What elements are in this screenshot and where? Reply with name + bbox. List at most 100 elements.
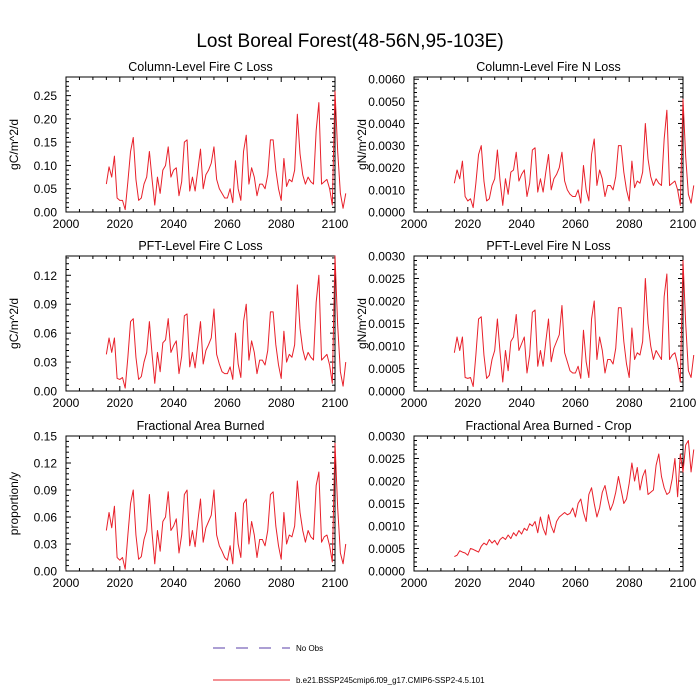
legend-label-model: b.e21.BSSP245cmip6.f09_g17.CMIP6-SSP2-4.… xyxy=(296,676,485,685)
series-line-1 xyxy=(453,260,695,387)
x-tick-label: 2060 xyxy=(562,396,589,410)
panel-4: 2000 2020 2040 2060 2080 2100 0.0000 0.0005 0.00… xyxy=(355,239,697,410)
x-tick-label: 2060 xyxy=(214,217,241,231)
y-tick-label: 0.0000 xyxy=(368,385,405,399)
y-tick-label: 0.0005 xyxy=(368,362,405,376)
series-line-1 xyxy=(453,98,695,209)
figure-title: Lost Boreal Forest(48-56N,95-103E) xyxy=(196,31,503,52)
x-tick-label: 2000 xyxy=(53,396,80,410)
y-tick-label: 0.0025 xyxy=(368,452,405,466)
panel-1: 2000 2020 2040 2060 2080 2100 0.00 0.05 0.10 0.15… xyxy=(7,60,349,231)
x-tick-label: 2100 xyxy=(322,396,349,410)
x-tick-label: 2100 xyxy=(322,576,349,590)
x-tick-label: 2080 xyxy=(268,396,295,410)
y-axis-label: gN/m^2/d xyxy=(355,119,369,170)
x-tick-label: 2100 xyxy=(670,396,697,410)
x-tick-label: 2040 xyxy=(508,217,535,231)
y-tick-label: 0.0000 xyxy=(368,206,405,220)
y-tick-label: 0.0040 xyxy=(368,117,405,131)
y-tick-label: 0.0015 xyxy=(368,317,405,331)
panel-title: Fractional Area Burned - Crop xyxy=(465,419,631,433)
y-tick-label: 0.0000 xyxy=(368,565,405,579)
x-tick-label: 2040 xyxy=(160,396,187,410)
y-tick-label: 0.09 xyxy=(34,298,58,312)
panel-title: PFT-Level Fire C Loss xyxy=(138,239,262,253)
y-tick-label: 0.12 xyxy=(34,269,58,283)
y-tick-label: 0.09 xyxy=(34,484,58,498)
y-axis-label: gC/m^2/d xyxy=(7,119,21,170)
y-tick-label: 0.0030 xyxy=(368,430,405,444)
panel-3: 2000 2020 2040 2060 2080 2100 0.00 0.03 0.06 0.09… xyxy=(7,239,349,410)
y-tick-label: 0.0050 xyxy=(368,95,405,109)
y-axis-label: proportion/y xyxy=(7,472,21,535)
x-tick-label: 2040 xyxy=(160,576,187,590)
x-tick-label: 2020 xyxy=(454,396,481,410)
x-tick-label: 2020 xyxy=(454,217,481,231)
x-tick-label: 2020 xyxy=(106,396,133,410)
y-tick-label: 0.00 xyxy=(34,206,58,220)
x-tick-label: 2080 xyxy=(616,576,643,590)
y-tick-label: 0.25 xyxy=(34,89,58,103)
y-tick-label: 0.0010 xyxy=(368,340,405,354)
x-tick-label: 2060 xyxy=(214,576,241,590)
x-tick-label: 2040 xyxy=(160,217,187,231)
y-tick-label: 0.06 xyxy=(34,511,58,525)
x-tick-label: 2080 xyxy=(616,217,643,231)
y-tick-label: 0.03 xyxy=(34,356,58,370)
series-line-1 xyxy=(105,442,347,570)
panel-title: Column-Level Fire C Loss xyxy=(128,60,273,74)
y-tick-label: 0.06 xyxy=(34,327,58,341)
y-axis-label: gC/m^2/d xyxy=(7,298,21,349)
y-tick-label: 0.00 xyxy=(34,385,58,399)
panels: 2000 2020 2040 2060 2080 2100 0.00 0.05 0.10 0.15… xyxy=(7,60,697,590)
panel-5: 2000 2020 2040 2060 2080 2100 0.00 0.03 0.06 0.09… xyxy=(7,419,349,590)
panel-title: Fractional Area Burned xyxy=(137,419,265,433)
y-tick-label: 0.10 xyxy=(34,159,58,173)
x-tick-label: 2000 xyxy=(401,217,428,231)
x-tick-label: 2020 xyxy=(454,576,481,590)
x-tick-label: 2100 xyxy=(670,217,697,231)
x-tick-label: 2080 xyxy=(268,576,295,590)
x-tick-label: 2000 xyxy=(401,396,428,410)
x-tick-label: 2020 xyxy=(106,217,133,231)
y-tick-label: 0.15 xyxy=(34,136,58,150)
y-tick-label: 0.0005 xyxy=(368,542,405,556)
y-tick-label: 0.05 xyxy=(34,182,58,196)
y-axis-label: gN/m^2/d xyxy=(355,298,369,349)
legend: No Obs b.e21.BSSP245cmip6.f09_g17.CMIP6-… xyxy=(213,644,485,685)
y-tick-label: 0.03 xyxy=(34,538,58,552)
y-tick-label: 0.0015 xyxy=(368,497,405,511)
series-line-1 xyxy=(105,255,347,389)
x-tick-label: 2040 xyxy=(508,396,535,410)
y-tick-label: 0.0020 xyxy=(368,475,405,489)
x-tick-label: 2080 xyxy=(616,396,643,410)
series-line-1 xyxy=(454,440,695,558)
y-tick-label: 0.0020 xyxy=(368,161,405,175)
y-tick-label: 0.12 xyxy=(34,457,58,471)
x-tick-label: 2000 xyxy=(53,576,80,590)
panel-6: 2000 2020 2040 2060 2080 2100 0.0000 0.0005 0.00… xyxy=(368,419,696,590)
x-tick-label: 2060 xyxy=(562,217,589,231)
x-tick-label: 2040 xyxy=(508,576,535,590)
y-tick-label: 0.0030 xyxy=(368,139,405,153)
panel-2: 2000 2020 2040 2060 2080 2100 0.0000 0.0010 0.00… xyxy=(355,60,697,231)
x-tick-label: 2100 xyxy=(670,576,697,590)
y-tick-label: 0.0020 xyxy=(368,295,405,309)
y-tick-label: 0.0030 xyxy=(368,250,405,264)
legend-label-no-obs: No Obs xyxy=(296,644,323,653)
x-tick-label: 2000 xyxy=(53,217,80,231)
y-tick-label: 0.0025 xyxy=(368,272,405,286)
x-tick-label: 2080 xyxy=(268,217,295,231)
panel-title: PFT-Level Fire N Loss xyxy=(486,239,610,253)
x-tick-label: 2060 xyxy=(562,576,589,590)
y-tick-label: 0.0010 xyxy=(368,520,405,534)
y-tick-label: 0.0060 xyxy=(368,73,405,87)
y-tick-label: 0.15 xyxy=(34,430,58,444)
y-tick-label: 0.0010 xyxy=(368,183,405,197)
y-tick-label: 0.20 xyxy=(34,112,58,126)
x-tick-label: 2020 xyxy=(106,576,133,590)
x-tick-label: 2000 xyxy=(401,576,428,590)
x-tick-label: 2100 xyxy=(322,217,349,231)
